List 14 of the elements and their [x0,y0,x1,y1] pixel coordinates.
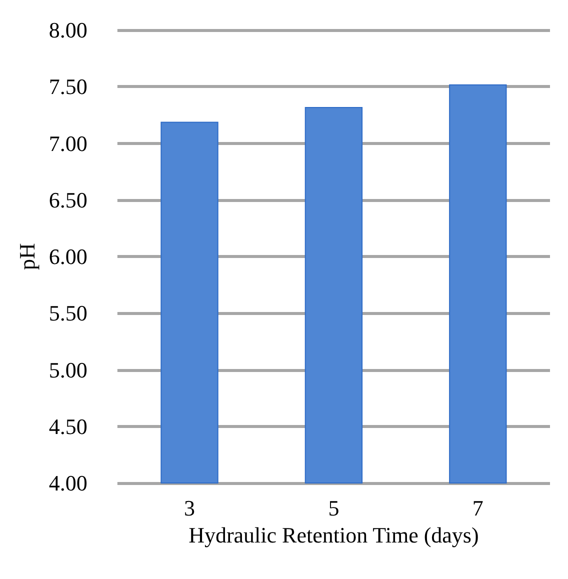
y-axis-title: pH [14,242,40,270]
x-tick-label: 3 [184,496,195,520]
y-tick-label: 5.00 [48,357,88,382]
y-tick-label: 7.50 [48,74,88,100]
y-tick-label: 5.50 [48,300,88,326]
y-tick-label: 6.00 [48,244,88,269]
y-tick-label: 4.00 [48,470,88,496]
x-axis-title: Hydraulic Retention Time (days) [188,522,479,548]
x-tick-label: 5 [328,496,340,520]
y-tick-label: 7.00 [48,130,88,156]
x-tick-label: 7 [472,496,484,520]
y-tick-label: 4.50 [48,414,88,439]
y-tick-label: 8.00 [48,18,88,42]
y-tick-label: 6.50 [48,187,88,212]
